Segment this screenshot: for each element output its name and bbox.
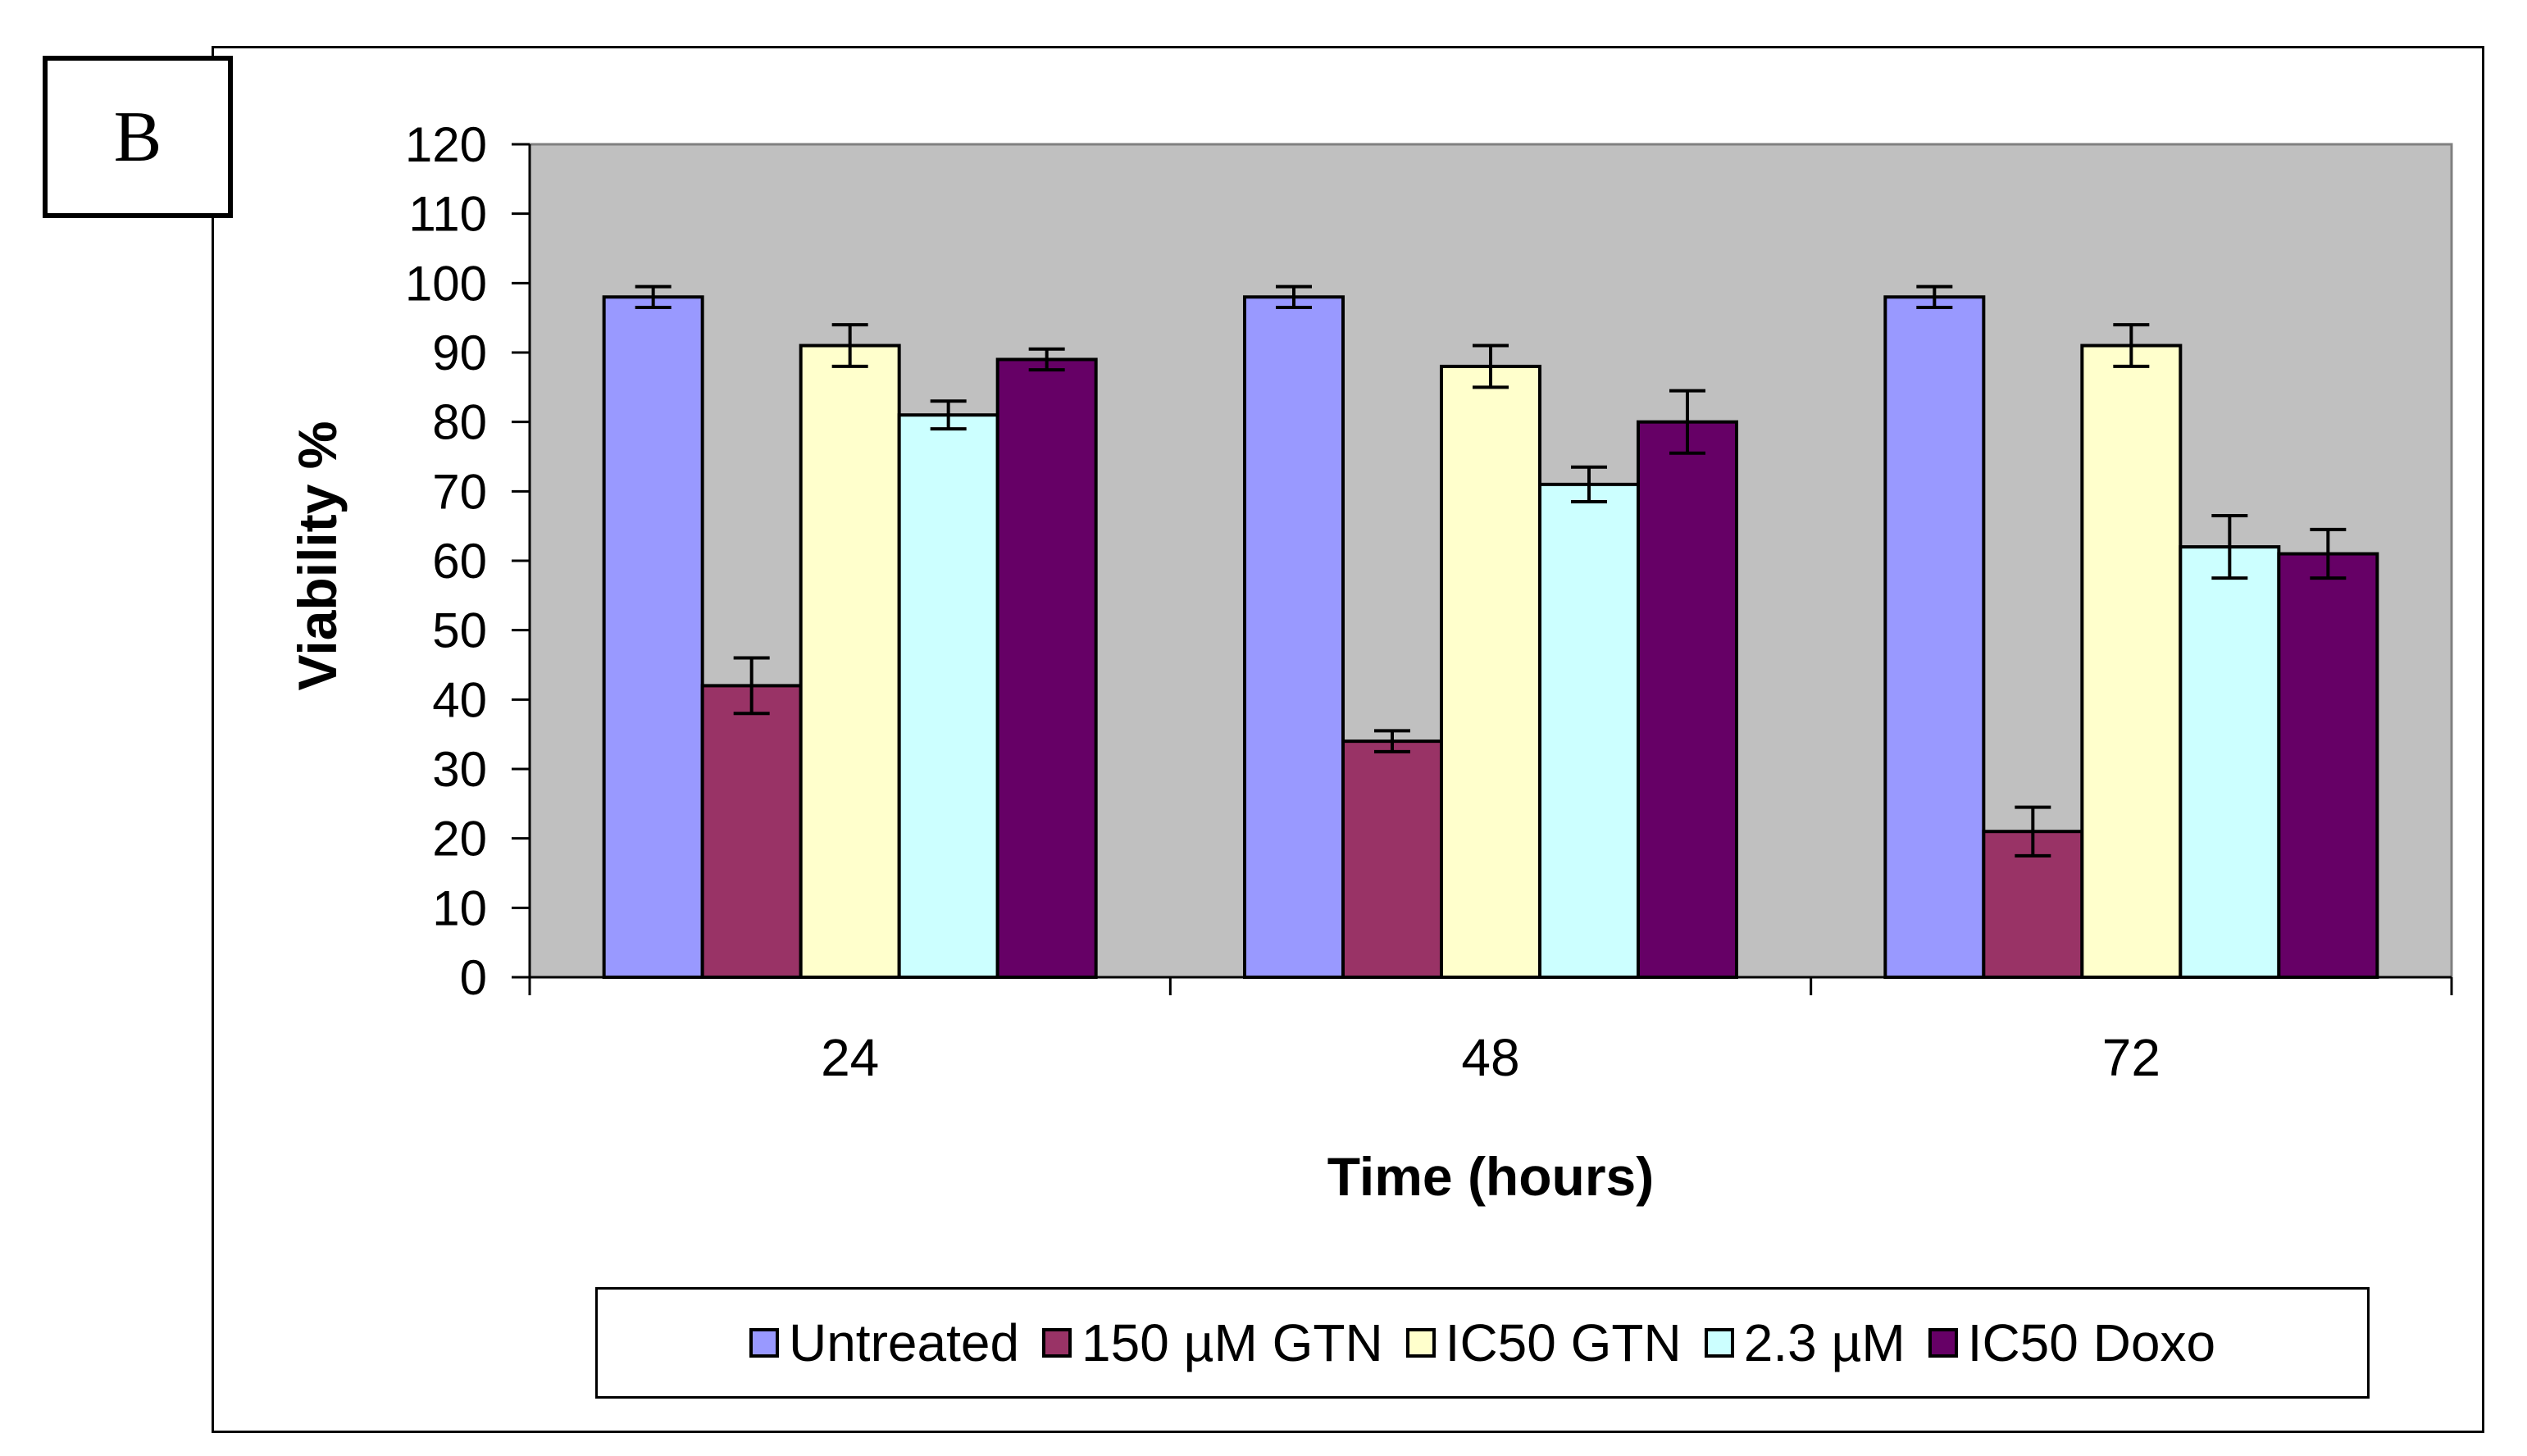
legend-item: Untreated xyxy=(749,1313,1019,1373)
bar xyxy=(2277,552,2379,979)
legend-swatch xyxy=(1928,1328,1958,1358)
legend-swatch xyxy=(1405,1328,1436,1358)
legend-item: IC50 Doxo xyxy=(1928,1313,2215,1373)
legend-item: 150 µM GTN xyxy=(1042,1313,1383,1373)
panel-label: B xyxy=(43,56,233,218)
legend-label: Untreated xyxy=(788,1313,1020,1372)
y-axis-title: Viability % xyxy=(287,421,348,691)
legend-label: IC50 Doxo xyxy=(1967,1313,2216,1372)
bar xyxy=(1243,295,1345,979)
y-tick-label: 90 xyxy=(432,325,487,380)
legend-label: 2.3 µM xyxy=(1743,1313,1905,1372)
y-tick-label: 80 xyxy=(432,395,487,450)
bar xyxy=(897,413,999,979)
bar xyxy=(799,344,901,979)
bar xyxy=(1440,364,1541,979)
y-tick-label: 40 xyxy=(432,672,487,727)
legend-item: 2.3 µM xyxy=(1704,1313,1905,1373)
bar xyxy=(1637,420,1738,979)
y-tick-label: 10 xyxy=(432,880,487,935)
y-tick-label: 100 xyxy=(405,256,487,311)
legend-swatch xyxy=(749,1328,779,1358)
y-tick-label: 0 xyxy=(460,950,487,1005)
legend-label: IC50 GTN xyxy=(1445,1313,1682,1372)
x-tick-label: 72 xyxy=(2102,1028,2160,1087)
legend-swatch xyxy=(1042,1328,1072,1358)
bar xyxy=(1341,739,1443,980)
bar xyxy=(2080,344,2183,979)
bar xyxy=(2179,545,2281,979)
legend-swatch xyxy=(1704,1328,1734,1358)
bar xyxy=(1883,295,1986,979)
bar xyxy=(1538,482,1640,979)
y-tick-label: 60 xyxy=(432,534,487,589)
y-tick-label: 120 xyxy=(405,117,487,172)
y-tick-label: 30 xyxy=(432,742,487,797)
bar xyxy=(995,357,1098,979)
legend-label: 150 µM GTN xyxy=(1081,1313,1383,1372)
x-tick-label: 48 xyxy=(1461,1028,1519,1087)
x-tick-label: 24 xyxy=(821,1028,879,1087)
y-tick-label: 20 xyxy=(432,812,487,867)
legend-item: IC50 GTN xyxy=(1405,1313,1682,1373)
bar xyxy=(602,295,704,979)
chart-legend: Untreated 150 µM GTN IC50 GTN 2.3 µM IC50 Do… xyxy=(595,1287,2370,1399)
x-axis-title: Time (hours) xyxy=(1327,1146,1654,1207)
y-tick-label: 50 xyxy=(432,603,487,658)
y-tick-label: 110 xyxy=(408,187,487,242)
bar xyxy=(700,684,803,980)
y-tick-label: 70 xyxy=(432,464,487,519)
